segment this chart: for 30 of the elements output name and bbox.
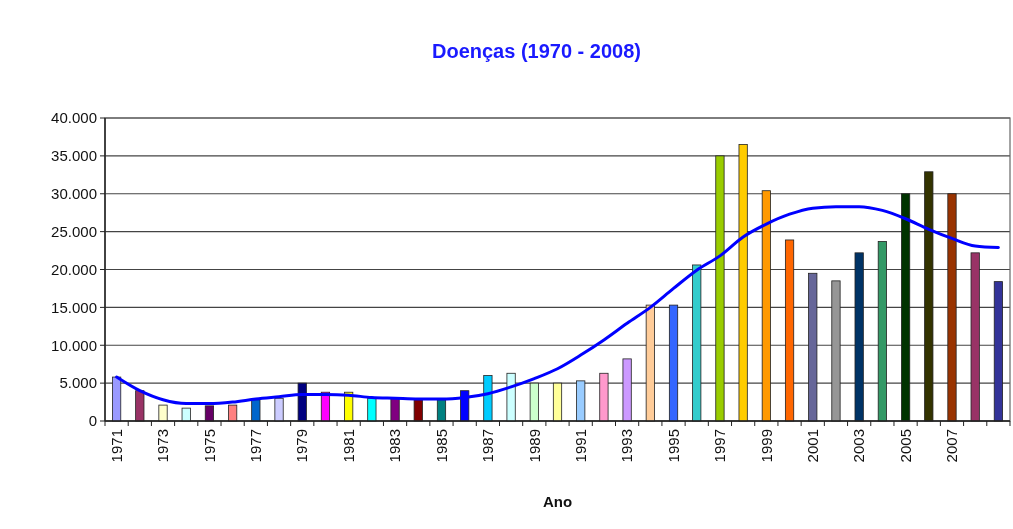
x-tick-label: 2003 [850, 429, 868, 463]
chart-title: Doenças (1970 - 2008) [431, 40, 642, 62]
x-tick-label: 1993 [618, 429, 636, 463]
y-tick-label: 10.000 [51, 336, 97, 354]
x-tick-label: 1983 [386, 429, 404, 463]
y-tick-label: 15.000 [51, 298, 97, 316]
y-tick-label: 20.000 [51, 260, 97, 278]
y-tick-label: 5.000 [59, 374, 97, 392]
y-tick-label: 0 [88, 412, 97, 430]
x-axis-title: Ano [542, 493, 573, 510]
x-tick-label: 1985 [432, 429, 450, 463]
y-tick-label: 30.000 [51, 185, 97, 202]
x-tick-label: 1981 [339, 429, 357, 463]
x-tick-label: 2001 [804, 429, 822, 463]
x-tick-label: 1971 [107, 429, 125, 463]
x-tick-label: 2005 [896, 429, 914, 463]
x-tick-label: 1987 [479, 429, 497, 463]
x-tick-label: 1999 [757, 429, 775, 463]
x-tick-label: 1997 [711, 429, 729, 463]
x-tick-label: 1979 [293, 429, 311, 463]
x-tick-label: 1991 [571, 429, 589, 463]
y-tick-label: 35.000 [51, 147, 97, 165]
x-tick-label: 1989 [525, 429, 543, 463]
x-tick-label: 1995 [664, 429, 682, 463]
x-tick-label: 1973 [154, 429, 172, 463]
y-tick-label: 25.000 [51, 222, 97, 240]
x-tick-label: 1975 [200, 429, 218, 463]
y-tick-label: 40.000 [51, 109, 97, 127]
x-tick-label: 2007 [943, 429, 961, 463]
x-tick-label: 1977 [247, 429, 265, 463]
